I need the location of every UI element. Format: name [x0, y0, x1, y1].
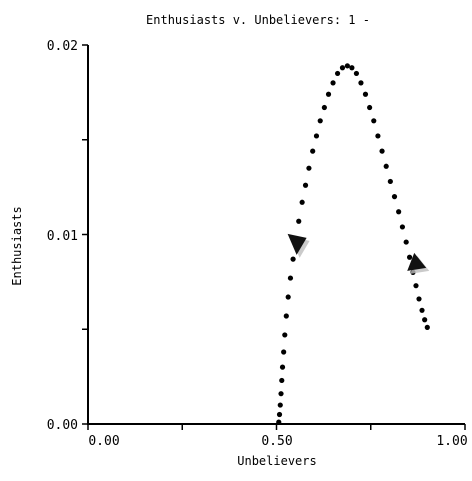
data-point: [279, 377, 285, 384]
y-tick-label-2: 0.02: [47, 39, 78, 54]
data-point: [353, 70, 360, 77]
data-point: [302, 182, 309, 188]
direction-arrows: [287, 233, 430, 274]
data-point: [334, 70, 341, 77]
y-tick-label-0: 0.00: [47, 418, 78, 433]
data-point: [344, 63, 350, 69]
data-point: [391, 194, 398, 200]
y-tick-label-1: 0.01: [47, 229, 78, 244]
axes: [87, 45, 465, 425]
data-point: [277, 402, 283, 408]
data-point: [310, 148, 316, 154]
data-point: [399, 224, 406, 230]
x-tick-label-1: 0.50: [261, 434, 292, 449]
data-point: [330, 80, 336, 86]
data-point: [367, 104, 373, 111]
data-point: [325, 91, 332, 97]
data-point: [413, 283, 419, 289]
y-axis-label: Enthusiasts: [10, 206, 24, 285]
data-point: [403, 239, 409, 245]
data-point: [278, 391, 284, 397]
data-point: [287, 275, 294, 281]
data-point: [276, 411, 283, 418]
chart-title: Enthusiasts v. Unbelievers: 1 -: [146, 13, 370, 27]
data-point: [281, 349, 287, 355]
data-point: [406, 254, 413, 260]
data-point: [358, 80, 364, 86]
data-point: [419, 307, 425, 313]
data-point: [296, 218, 302, 224]
x-tick-label-0: 0.00: [88, 434, 119, 449]
data-point: [379, 148, 385, 154]
data-point: [313, 133, 320, 139]
data-point: [276, 419, 282, 425]
x-tick-label-2: 1.00: [436, 434, 467, 449]
data-point: [321, 104, 327, 111]
direction-arrow-down: [287, 233, 307, 255]
data-point: [317, 118, 323, 124]
data-point: [387, 178, 393, 185]
data-point: [422, 317, 428, 323]
data-point: [282, 332, 288, 338]
data-point: [375, 133, 381, 139]
direction-arrow-up: [407, 252, 427, 271]
data-point: [349, 65, 355, 71]
data-point: [383, 163, 389, 169]
tick-marks: [82, 44, 466, 430]
data-point: [362, 91, 369, 97]
data-point: [290, 256, 296, 262]
data-point: [279, 364, 286, 370]
data-point: [339, 65, 346, 71]
data-point: [299, 199, 305, 205]
data-point: [416, 296, 422, 302]
data-point: [285, 294, 291, 300]
data-point: [306, 165, 312, 171]
data-point: [396, 209, 402, 215]
data-points: [276, 63, 430, 425]
data-point: [283, 313, 289, 319]
data-point: [371, 118, 377, 124]
data-point: [424, 324, 430, 330]
x-axis-label: Unbelievers: [237, 454, 316, 468]
